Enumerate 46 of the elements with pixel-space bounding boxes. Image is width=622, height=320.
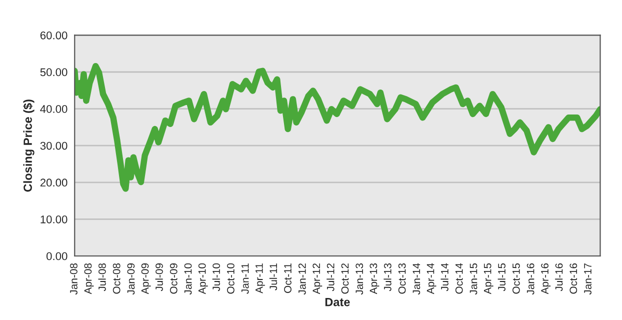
x-tick-label: Jul-16 bbox=[555, 263, 563, 292]
x-tick-label: Oct-08 bbox=[112, 263, 120, 294]
y-tick-label: 60.00 bbox=[40, 31, 68, 40]
x-tick-label: Jul-14 bbox=[440, 263, 448, 292]
y-tick-label: 40.00 bbox=[40, 105, 68, 113]
x-tick-label: Jan-10 bbox=[184, 263, 192, 295]
x-tick-label: Jul-08 bbox=[98, 263, 106, 292]
x-tick-label: Jan-09 bbox=[127, 263, 135, 295]
x-axis-title: Date bbox=[325, 298, 350, 306]
y-tick-label: 50.00 bbox=[40, 68, 68, 76]
x-tick-label: Jul-09 bbox=[155, 263, 163, 292]
x-tick-label: Oct-10 bbox=[227, 263, 234, 294]
x-tick-label: Jan-12 bbox=[298, 263, 306, 295]
x-tick-label: Oct-15 bbox=[512, 263, 520, 294]
x-tick-label: Jul-13 bbox=[384, 263, 392, 292]
x-tick-label: Jul-12 bbox=[326, 263, 334, 292]
y-tick-label: 30.00 bbox=[40, 142, 68, 150]
x-tick-label: Oct-14 bbox=[455, 263, 463, 294]
x-tick-label: Jul-11 bbox=[269, 263, 278, 290]
x-tick-label: Apr-13 bbox=[370, 263, 380, 294]
x-tick-label: Apr-16 bbox=[541, 263, 551, 294]
x-tick-label: Jan-17 bbox=[584, 263, 592, 295]
x-tick-label: Jan-13 bbox=[356, 263, 364, 295]
x-tick-label: Jan-15 bbox=[470, 263, 478, 295]
x-tick-label: Jul-10 bbox=[212, 263, 220, 292]
x-tick-label: Apr-11 bbox=[256, 263, 265, 294]
x-tick-label: Apr-08 bbox=[84, 263, 94, 294]
x-tick-label: Jan-11 bbox=[242, 263, 249, 294]
y-tick-label: 0.00 bbox=[46, 252, 68, 260]
y-tick-label: 20.00 bbox=[40, 178, 68, 187]
x-tick-label: Jan-08 bbox=[70, 263, 78, 295]
x-tick-label: Oct-09 bbox=[170, 263, 178, 294]
y-tick-label: 10.00 bbox=[40, 215, 68, 224]
x-tick-label: Jul-15 bbox=[498, 263, 506, 292]
x-tick-label: Apr-15 bbox=[484, 263, 494, 294]
x-tick-label: Jan-16 bbox=[526, 263, 534, 295]
x-tick-label: Apr-14 bbox=[426, 263, 436, 294]
x-tick-label: Oct-13 bbox=[398, 263, 406, 294]
x-tick-label: Apr-09 bbox=[141, 263, 151, 294]
y-axis-title: Closing Price ($) bbox=[23, 100, 34, 192]
x-tick-label: Oct-12 bbox=[341, 263, 349, 294]
x-tick-label: Apr-12 bbox=[312, 263, 322, 294]
x-tick-label: Jan-14 bbox=[412, 263, 420, 295]
x-tick-label: Oct-11 bbox=[284, 263, 292, 293]
x-tick-label: Oct-16 bbox=[570, 263, 578, 294]
x-tick-label: Apr-10 bbox=[198, 263, 208, 294]
